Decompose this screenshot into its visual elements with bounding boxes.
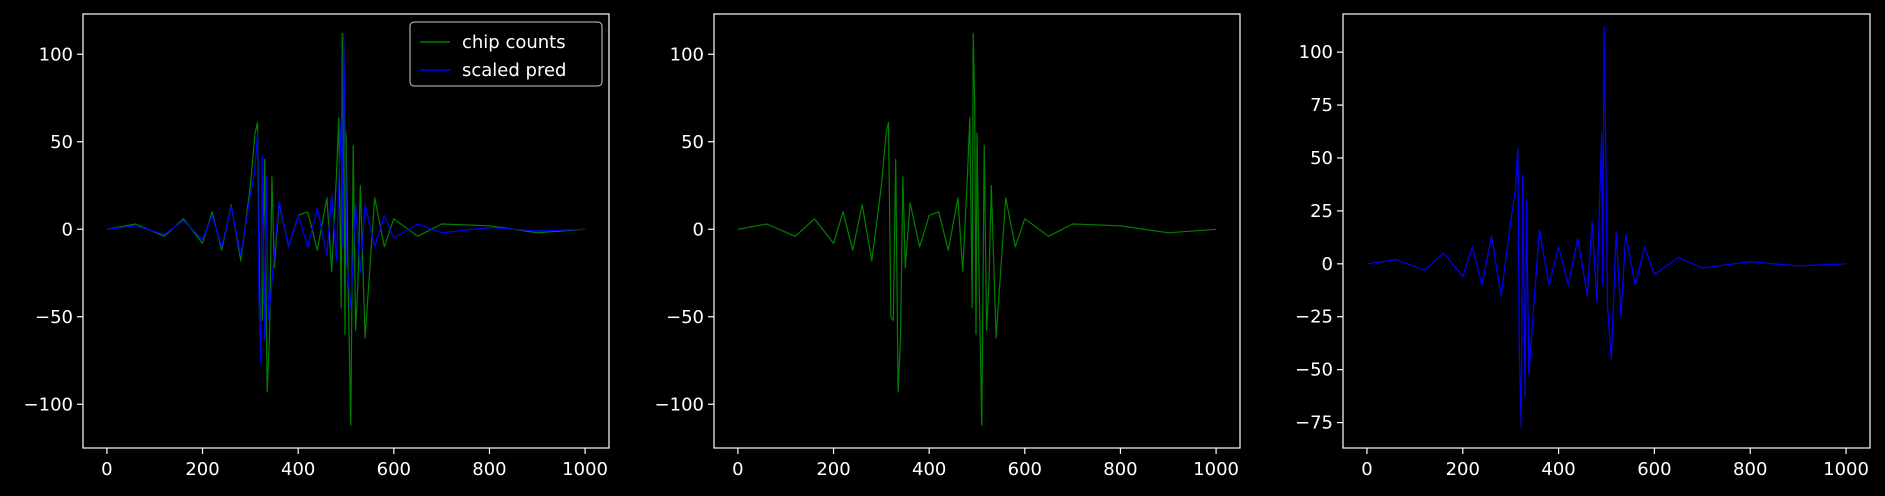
legend-label: chip counts: [462, 32, 566, 53]
y-tick-label: 50: [50, 132, 73, 153]
y-tick-label: −50: [666, 307, 704, 328]
x-tick-label: 400: [912, 459, 946, 480]
series-line-scaled-pred: [106, 32, 586, 365]
x-tick-label: 800: [472, 459, 506, 480]
x-tick-label: 200: [185, 459, 219, 480]
chart-panel-left: 0 200 400 600 800 1000 −100 −50 0 50 100 chip count…: [24, 13, 610, 480]
x-tick-label: 400: [1541, 459, 1575, 480]
y-tick-label: 50: [681, 132, 704, 153]
y-tick-label: 0: [62, 219, 73, 240]
y-tick-label: 75: [1310, 95, 1333, 116]
axes-frame: [1342, 13, 1871, 449]
y-tick-label: 100: [39, 44, 73, 65]
x-tick-label: 600: [1008, 459, 1042, 480]
x-tick-label: 400: [281, 459, 315, 480]
series-line-panel1-s0: [737, 32, 1217, 426]
x-tick-label: 1000: [1193, 459, 1239, 480]
x-tick-label: 0: [1361, 459, 1372, 480]
y-tick-label: −50: [1295, 360, 1333, 381]
y-tick-label: 100: [670, 44, 704, 65]
y-tick-label: −100: [655, 394, 704, 415]
x-tick-label: 600: [1637, 459, 1671, 480]
x-tick-label: 1000: [562, 459, 608, 480]
legend-box: [409, 21, 603, 87]
chart-panel-middle: 0 200 400 600 800 1000 −100 −50 0 50 100: [655, 13, 1241, 480]
y-tick-label: −25: [1295, 307, 1333, 328]
y-tick-label: 50: [1310, 148, 1333, 169]
y-tick-label: −100: [24, 394, 73, 415]
y-tick-label: −75: [1295, 413, 1333, 434]
x-tick-label: 200: [1446, 459, 1480, 480]
x-tick-label: 1000: [1823, 459, 1869, 480]
axes-frame: [713, 13, 1241, 449]
legend-label: scaled pred: [462, 60, 566, 81]
x-tick-label: 600: [377, 459, 411, 480]
y-tick-label: 25: [1310, 201, 1333, 222]
series-line-chip-counts: [106, 32, 586, 426]
y-tick-label: −50: [35, 307, 73, 328]
x-tick-label: 200: [816, 459, 850, 480]
x-tick-label: 0: [101, 459, 112, 480]
y-tick-label: 0: [693, 219, 704, 240]
y-tick-label: 100: [1299, 42, 1333, 63]
x-tick-label: 800: [1103, 459, 1137, 480]
series-line-panel2-s0: [1366, 26, 1847, 428]
x-tick-label: 0: [732, 459, 743, 480]
x-tick-label: 800: [1733, 459, 1767, 480]
chart-panel-right: 0 200 400 600 800 1000 −75 −50 −25 0 25 50 75 100: [1295, 13, 1871, 480]
axes-frame: [82, 13, 610, 449]
y-tick-label: 0: [1322, 254, 1333, 275]
